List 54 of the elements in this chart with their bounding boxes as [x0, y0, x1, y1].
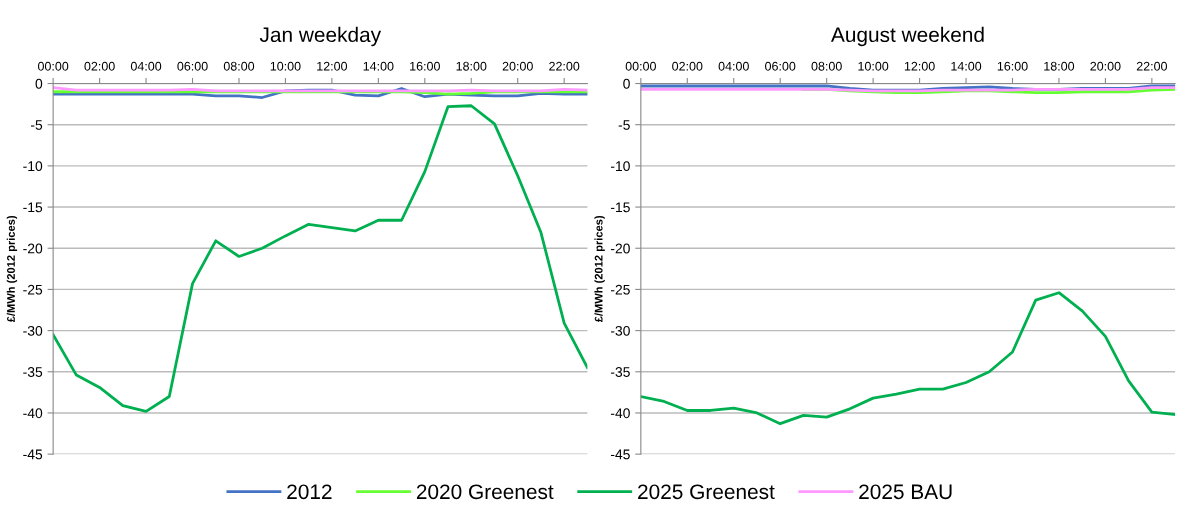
y-tick-label: -20 [23, 243, 43, 254]
y-tick-label: -35 [610, 367, 630, 377]
x-tick-label: 10:00 [270, 61, 301, 71]
y-tick-label: -25 [610, 284, 630, 295]
x-tick-label: 16:00 [997, 61, 1028, 71]
x-tick-label: 08:00 [811, 61, 842, 71]
x-tick-label: 12:00 [904, 61, 935, 71]
y-tick-label: -30 [610, 325, 630, 336]
x-tick-label: 00:00 [625, 61, 656, 71]
legend-label: 2025 BAU [859, 484, 952, 500]
y-tick-label: -5 [31, 120, 43, 130]
y-tick-label: -20 [610, 243, 630, 254]
legend-label: 2020 Greenest [416, 484, 554, 500]
chart-title: Jan weekday [259, 26, 382, 47]
y-tick-label: -40 [610, 408, 630, 419]
x-tick-label: 04:00 [718, 61, 749, 71]
x-tick-label: 18:00 [456, 61, 487, 71]
x-tick-label: 06:00 [177, 61, 208, 71]
x-tick-label: 22:00 [1136, 61, 1168, 71]
y-tick-label: -45 [610, 449, 630, 460]
y-tick-label: -10 [23, 161, 43, 172]
x-tick-label: 08:00 [223, 61, 255, 71]
line-series [53, 104, 588, 413]
y-tick-label: -30 [23, 325, 43, 336]
y-tick-label: -15 [610, 202, 630, 213]
y-tick-label: 0 [623, 78, 630, 89]
x-tick-label: 00:00 [37, 61, 69, 71]
y-tick-label: -45 [23, 449, 43, 460]
y-axis-title: £/MWh (2012 prices) [6, 215, 18, 323]
x-tick-label: 10:00 [858, 61, 889, 71]
x-tick-label: 22:00 [549, 61, 580, 71]
chart-title: August weekend [830, 26, 984, 47]
line-series [640, 291, 1176, 426]
y-tick-label: -10 [610, 161, 630, 172]
x-tick-label: 18:00 [1044, 61, 1075, 71]
x-tick-label: 20:00 [502, 61, 533, 71]
y-tick-label: 0 [35, 78, 43, 89]
x-tick-label: 06:00 [765, 61, 796, 71]
legend-label: 2025 Greenest [638, 484, 775, 500]
y-tick-label: -40 [23, 408, 43, 419]
y-tick-label: -15 [23, 202, 43, 213]
x-tick-label: 16:00 [410, 61, 440, 71]
x-tick-label: 02:00 [672, 61, 703, 71]
y-axis-title: £/MWh (2012 prices) [594, 215, 605, 323]
x-tick-label: 04:00 [130, 61, 162, 71]
legend-label: 2012 [287, 484, 332, 500]
x-tick-label: 14:00 [363, 61, 394, 71]
x-tick-label: 20:00 [1090, 61, 1121, 71]
x-tick-label: 14:00 [951, 61, 982, 71]
y-tick-label: -35 [23, 367, 43, 377]
y-tick-label: -25 [23, 284, 43, 295]
x-tick-label: 02:00 [84, 61, 115, 71]
y-tick-label: -5 [618, 120, 630, 130]
x-tick-label: 12:00 [317, 61, 348, 71]
